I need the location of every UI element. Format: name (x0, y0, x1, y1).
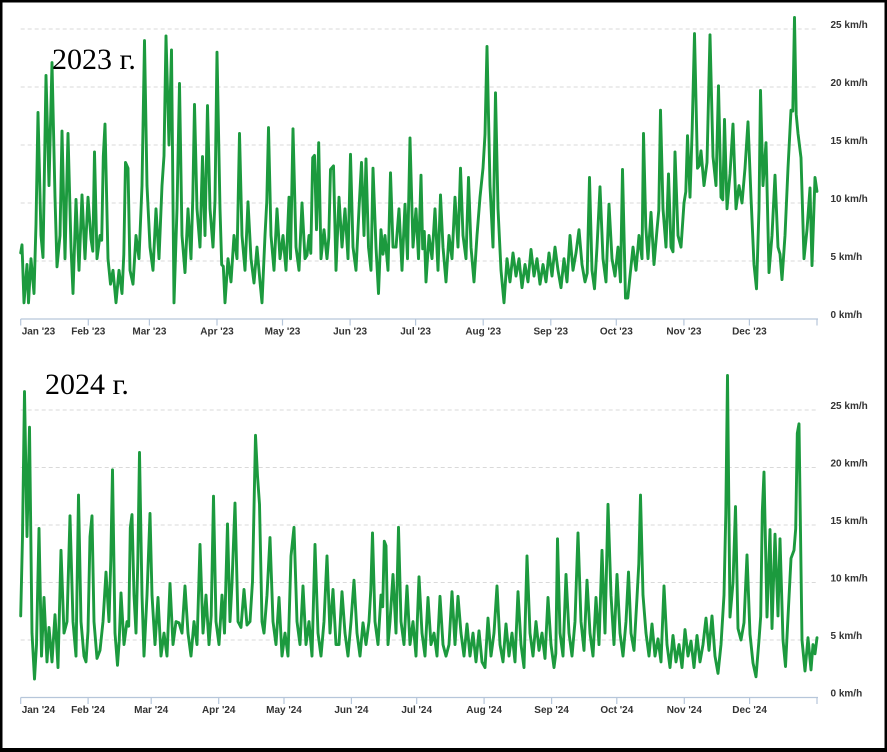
svg-text:Mar '24: Mar '24 (134, 705, 169, 716)
svg-text:20 km/h: 20 km/h (831, 459, 868, 470)
svg-text:Jan '23: Jan '23 (22, 327, 56, 338)
svg-text:25 km/h: 25 km/h (831, 20, 868, 31)
svg-text:Oct '23: Oct '23 (600, 327, 633, 338)
svg-text:Oct '24: Oct '24 (600, 705, 633, 716)
svg-text:5 km/h: 5 km/h (831, 631, 863, 642)
svg-text:Apr '23: Apr '23 (200, 327, 234, 338)
svg-text:2023 г.: 2023 г. (52, 43, 136, 76)
svg-text:Sep '23: Sep '23 (533, 327, 568, 338)
svg-text:May '23: May '23 (265, 327, 301, 338)
svg-text:15 km/h: 15 km/h (831, 136, 868, 147)
svg-text:Jun '24: Jun '24 (334, 705, 368, 716)
svg-text:Feb '24: Feb '24 (71, 705, 105, 716)
svg-text:Aug '24: Aug '24 (466, 705, 502, 716)
svg-text:Nov '24: Nov '24 (667, 705, 703, 716)
svg-text:Mar '23: Mar '23 (132, 327, 167, 338)
svg-text:Dec '23: Dec '23 (732, 327, 767, 338)
svg-text:Sep '24: Sep '24 (534, 705, 569, 716)
svg-text:10 km/h: 10 km/h (831, 574, 868, 585)
svg-text:Jan '24: Jan '24 (22, 705, 56, 716)
svg-text:5 km/h: 5 km/h (831, 252, 863, 263)
svg-text:Feb '23: Feb '23 (71, 327, 105, 338)
svg-text:May '24: May '24 (266, 705, 302, 716)
svg-text:0 km/h: 0 km/h (831, 310, 863, 321)
svg-text:15 km/h: 15 km/h (831, 516, 868, 527)
svg-text:Jul '24: Jul '24 (401, 705, 432, 716)
svg-text:2024 г.: 2024 г. (45, 368, 129, 401)
svg-text:Jul '23: Jul '23 (400, 327, 431, 338)
svg-text:Aug '23: Aug '23 (465, 327, 501, 338)
svg-text:Apr '24: Apr '24 (202, 705, 236, 716)
svg-text:0 km/h: 0 km/h (831, 689, 863, 700)
svg-text:10 km/h: 10 km/h (831, 194, 868, 205)
svg-text:Dec '24: Dec '24 (732, 705, 767, 716)
svg-text:25 km/h: 25 km/h (831, 401, 868, 412)
svg-text:Jun '23: Jun '23 (333, 327, 367, 338)
svg-text:Nov '23: Nov '23 (666, 327, 702, 338)
svg-text:20 km/h: 20 km/h (831, 78, 868, 89)
